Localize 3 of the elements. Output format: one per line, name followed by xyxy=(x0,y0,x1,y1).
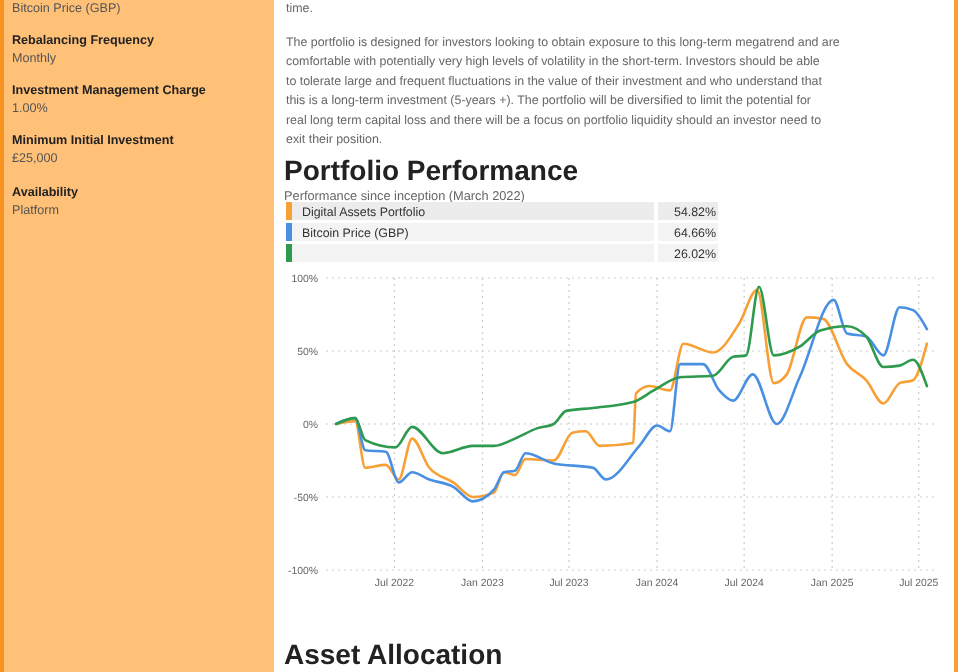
chart-title: Portfolio Performance xyxy=(284,154,579,186)
text: Asset Allocation xyxy=(284,638,503,670)
line-series xyxy=(334,285,929,455)
